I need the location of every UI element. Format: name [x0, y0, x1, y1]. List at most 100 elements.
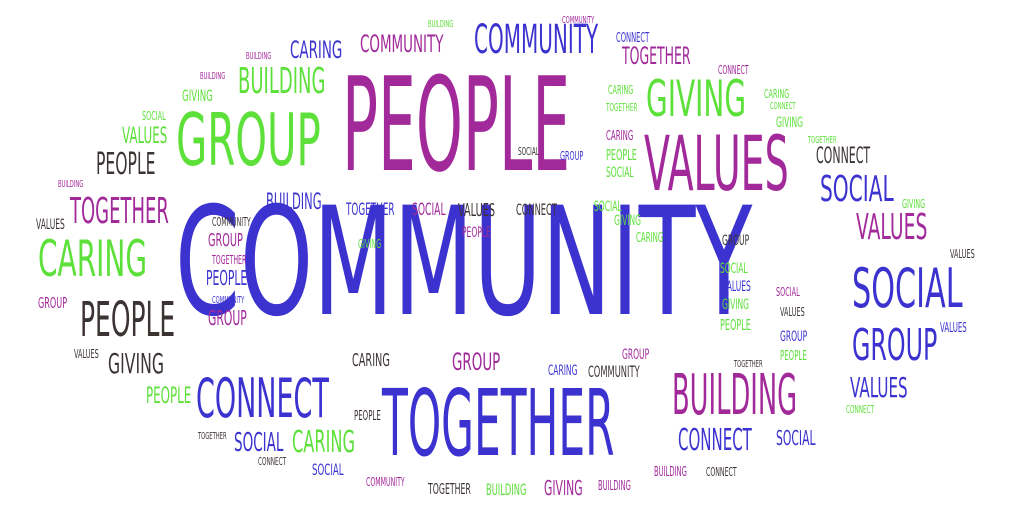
- word-social-center-right-column: SOCIAL: [594, 199, 622, 215]
- word-group-large: GROUP: [176, 98, 321, 182]
- word-values-center: VALUES: [458, 200, 496, 221]
- word-group-center-top: GROUP: [560, 149, 584, 163]
- word-caring-right-top: CARING: [608, 83, 634, 97]
- word-values-large: VALUES: [644, 119, 789, 208]
- word-caring-bottom: CARING: [292, 425, 356, 460]
- word-group-lower: GROUP: [622, 347, 650, 363]
- word-connect-right-far: CONNECT: [770, 101, 796, 112]
- word-social-right-column-2: SOCIAL: [776, 285, 800, 299]
- word-values-right-column: VALUES: [722, 279, 751, 295]
- word-caring-center: CARING: [352, 350, 390, 371]
- word-together-small-left: TOGETHER: [212, 253, 247, 267]
- word-people-lower: PEOPLE: [354, 409, 381, 424]
- word-community-top-small-2: BUILDING: [428, 19, 454, 30]
- word-giving-bottom-row: GIVING: [544, 476, 583, 500]
- word-people-large: PEOPLE: [80, 292, 176, 348]
- word-group-right-column: GROUP: [722, 233, 750, 249]
- word-values-left: VALUES: [122, 124, 168, 149]
- word-together-right-top: TOGETHER: [606, 101, 638, 114]
- word-people-small-left: PEOPLE: [206, 266, 248, 290]
- word-social-right-small: SOCIAL: [606, 165, 634, 181]
- word-building-bottom-row: BUILDING: [486, 480, 527, 499]
- word-caring-right-small: CARING: [606, 129, 634, 144]
- word-community-top: COMMUNITY: [474, 17, 599, 63]
- word-community-bottom-row: COMMUNITY: [366, 475, 405, 489]
- word-building-left-upper: BUILDING: [200, 71, 226, 82]
- word-people-main: PEOPLE: [342, 49, 571, 201]
- word-values-right: VALUES: [850, 371, 908, 404]
- word-giving-right-column: GIVING: [722, 297, 750, 313]
- word-group-center: GROUP: [452, 348, 501, 376]
- word-community-main: COMMUNITY: [175, 176, 753, 350]
- word-connect-bottom-left: CONNECT: [258, 455, 287, 468]
- word-connect-bottom: CONNECT: [678, 423, 752, 458]
- word-values-right-upper: VALUES: [856, 207, 928, 248]
- word-connect-large: CONNECT: [196, 367, 329, 430]
- word-building-bottom-row-2: BUILDING: [598, 479, 631, 494]
- word-social-right-mid: SOCIAL: [820, 169, 894, 210]
- word-giving-center-small: GIVING: [358, 237, 382, 251]
- word-together-right-column: TOGETHER: [734, 359, 763, 370]
- word-building-large: BUILDING: [672, 363, 798, 428]
- word-caring-right-far: CARING: [764, 87, 790, 101]
- word-building-top-left: BUILDING: [246, 51, 272, 62]
- word-people-center-small: PEOPLE: [462, 225, 491, 241]
- word-connect-right-top: CONNECT: [718, 63, 749, 77]
- word-caring-right-mid: VALUES: [950, 247, 975, 261]
- word-values-right-edge: VALUES: [940, 321, 967, 336]
- word-connect-right-upper: CONNECT: [616, 31, 650, 46]
- word-people-bottom-left: PEOPLE: [146, 384, 192, 409]
- word-social-center-top: SOCIAL: [518, 145, 539, 158]
- word-group-small-left-2: GROUP: [208, 306, 247, 330]
- word-building-bottom-right: BUILDING: [654, 465, 687, 480]
- word-caring-center-right-column: CARING: [636, 231, 664, 246]
- word-connect-right: CONNECT: [816, 144, 871, 169]
- word-giving-right-mid: GIVING: [902, 197, 926, 211]
- word-community-small-left: COMMUNITY: [212, 295, 245, 306]
- word-giving-center-right-column: GIVING: [614, 213, 642, 229]
- word-together-bottom-left: TOGETHER: [198, 431, 227, 442]
- word-social-center: SOCIAL: [412, 200, 446, 220]
- word-together-center: TOGETHER: [346, 200, 395, 220]
- word-people-right-small: PEOPLE: [606, 146, 637, 164]
- word-community-top-small: COMMUNITY: [562, 15, 595, 26]
- word-group-far-left: GROUP: [38, 294, 68, 312]
- word-social-right-column: SOCIAL: [720, 261, 748, 277]
- word-connect-right-bottom: CONNECT: [846, 403, 875, 416]
- word-together-right-far: TOGETHER: [808, 135, 837, 146]
- word-social-bottom-row: SOCIAL: [312, 460, 344, 479]
- word-caring-large: CARING: [38, 230, 148, 288]
- word-group-small-left-1: GROUP: [208, 230, 243, 251]
- word-connect-center: CONNECT: [516, 200, 557, 219]
- word-connect-bottom-right: CONNECT: [706, 465, 737, 479]
- word-caring-lower: CARING: [548, 363, 578, 379]
- word-together-left: TOGETHER: [70, 191, 169, 232]
- word-building-medium: BUILDING: [238, 61, 326, 102]
- word-values-far-left-lower: VALUES: [74, 347, 99, 361]
- word-social-left-upper: SOCIAL: [142, 109, 166, 123]
- word-together-bottom-row: TOGETHER: [428, 480, 471, 498]
- word-group-right-column-2: GROUP: [780, 329, 808, 345]
- word-group-right: GROUP: [852, 320, 938, 371]
- word-giving-left-upper: GIVING: [182, 86, 213, 105]
- word-together-right: TOGETHER: [622, 42, 691, 70]
- word-people-left: PEOPLE: [96, 147, 156, 182]
- word-social-large: SOCIAL: [852, 257, 963, 320]
- word-giving-right-far: GIVING: [776, 115, 804, 131]
- word-community-top-left: COMMUNITY: [360, 30, 444, 58]
- word-building-center: BUILDING: [266, 190, 322, 215]
- word-community-center: COMMUNITY: [588, 362, 640, 381]
- word-caring-top: CARING: [290, 36, 343, 64]
- word-together-main: TOGETHER: [382, 370, 615, 477]
- word-building-far-left: BUILDING: [58, 179, 84, 190]
- word-social-bottom-left: SOCIAL: [234, 428, 284, 458]
- word-values-far-left: VALUES: [36, 217, 65, 233]
- word-people-right-column-2: PEOPLE: [780, 349, 807, 364]
- word-community-small-center: COMMUNITY: [212, 215, 251, 229]
- word-values-right-column-2: VALUES: [780, 305, 805, 319]
- word-giving-left: GIVING: [108, 347, 165, 380]
- word-social-center-right: SOCIAL: [776, 426, 816, 450]
- word-people-right-column: PEOPLE: [720, 316, 751, 334]
- word-giving-large: GIVING: [646, 70, 747, 128]
